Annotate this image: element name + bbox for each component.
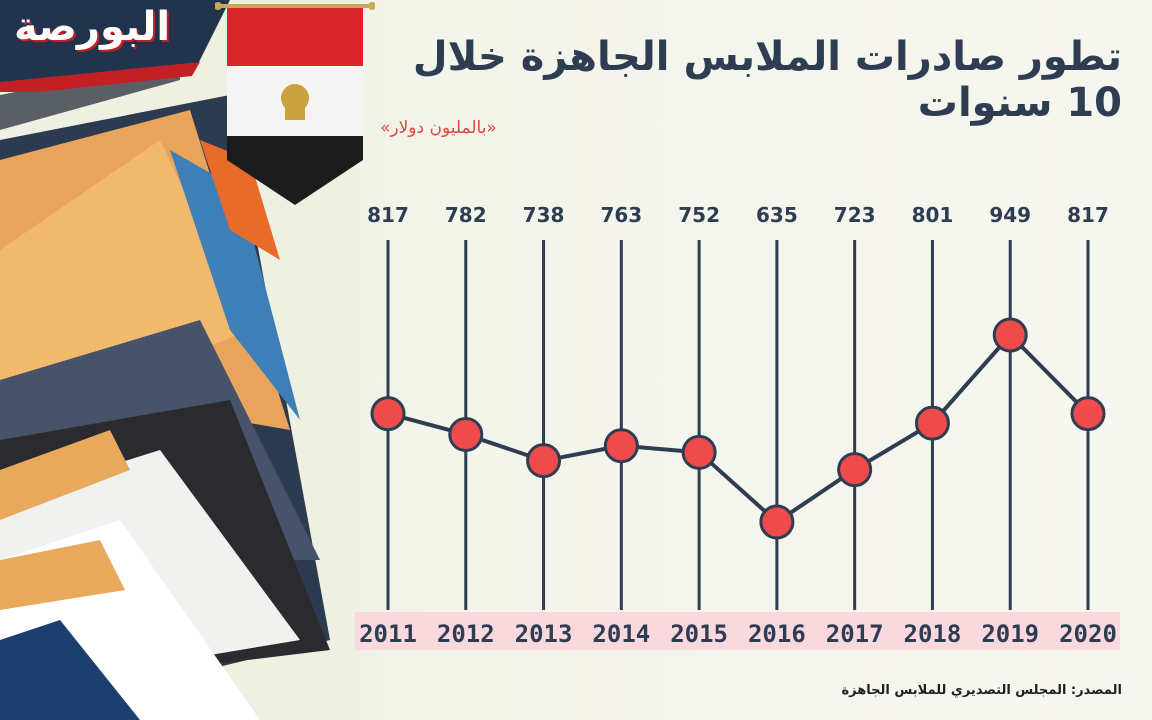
- brand-logo-banner: [0, 0, 230, 92]
- chart-subtitle: «بالمليون دولار»: [380, 118, 497, 138]
- series-polyline: [387, 333, 1090, 524]
- value-label-2014: 763: [600, 203, 642, 227]
- year-band: [355, 612, 1120, 650]
- brand-logo-text: البورصة: [14, 4, 171, 50]
- value-label-2019: 949: [989, 203, 1031, 227]
- value-label-2018: 801: [912, 203, 954, 227]
- year-band-rect: [355, 612, 1120, 650]
- marker-2014: [603, 428, 639, 464]
- year-label-2016: 2016: [748, 620, 806, 648]
- year-label-2012: 2012: [437, 620, 495, 648]
- value-label-2020: 817: [1067, 203, 1109, 227]
- year-label-2011: 2011: [359, 620, 417, 648]
- value-label-2013: 738: [523, 203, 565, 227]
- year-label-2015: 2015: [670, 620, 728, 648]
- year-label-2020: 2020: [1059, 620, 1117, 648]
- value-label-2016: 635: [756, 203, 798, 227]
- vertical-gridlines: [386, 240, 1090, 610]
- marker-2012: [448, 416, 484, 452]
- year-label-2019: 2019: [981, 620, 1039, 648]
- marker-2020: [1070, 396, 1106, 432]
- value-label-2017: 723: [834, 203, 876, 227]
- marker-2015: [681, 434, 717, 470]
- year-label-2013: 2013: [515, 620, 573, 648]
- year-label-2018: 2018: [904, 620, 962, 648]
- series-line: [387, 333, 1090, 524]
- marker-2018: [914, 405, 950, 441]
- value-label-2011: 817: [367, 203, 409, 227]
- marker-2013: [526, 443, 562, 479]
- page-title: تطور صادرات الملابس الجاهزة خلال 10 سنوا…: [412, 34, 1122, 126]
- marker-2019: [992, 317, 1028, 353]
- value-labels: 817 782 738 763 752 635 723 801 949 817: [367, 203, 1109, 227]
- year-label-2017: 2017: [826, 620, 884, 648]
- value-label-2015: 752: [678, 203, 720, 227]
- egypt-flag-icon: [215, 2, 375, 205]
- data-markers: [370, 317, 1106, 540]
- marker-2016: [759, 504, 795, 540]
- marker-2011: [370, 396, 406, 432]
- marker-2017: [837, 452, 873, 488]
- source-note: المصدر: المجلس التصديري للملابس الجاهزة: [841, 683, 1122, 698]
- value-label-2012: 782: [445, 203, 487, 227]
- year-labels: 2011 2012 2013 2014 2015 2016 2017 2018 2019 2020: [359, 620, 1117, 648]
- year-label-2014: 2014: [592, 620, 650, 648]
